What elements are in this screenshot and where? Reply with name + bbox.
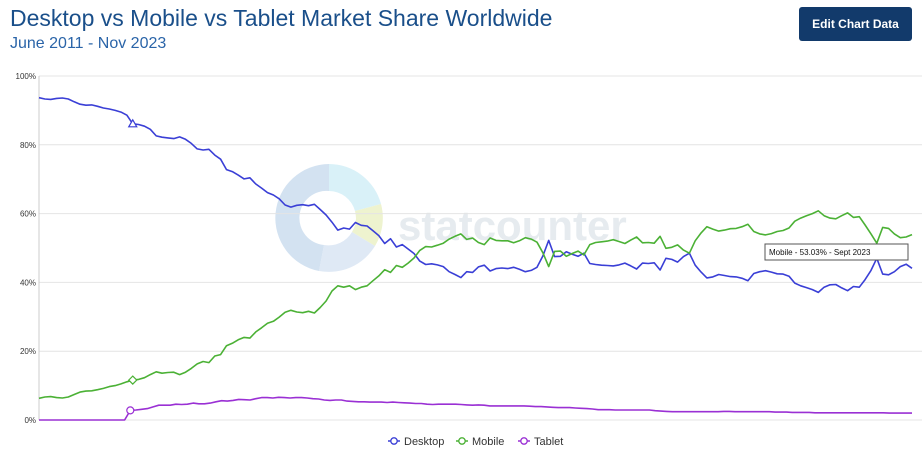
- statcounter-logo-icon: [275, 164, 383, 272]
- y-tick-label: 80%: [20, 141, 36, 150]
- desktop-point-marker: [127, 118, 138, 128]
- watermark-text: statcounter: [398, 202, 627, 249]
- grid-lines: [39, 75, 922, 421]
- legend: Desktop Mobile Tablet: [388, 436, 563, 448]
- mobile-point-marker: [127, 375, 138, 385]
- y-axis: 0% 20% 40% 60% 80% 100%: [16, 72, 36, 425]
- edit-chart-data-button[interactable]: Edit Chart Data: [799, 7, 912, 41]
- legend-marker-icon: [458, 437, 466, 445]
- legend-label: Desktop: [404, 436, 444, 448]
- page-subtitle: June 2011 - Nov 2023: [10, 35, 167, 52]
- tooltip-text: Mobile - 53.03% - Sept 2023: [769, 248, 871, 257]
- legend-label: Mobile: [472, 436, 504, 448]
- legend-marker-icon: [390, 437, 398, 445]
- y-tick-label: 100%: [16, 72, 36, 81]
- series-line-mobile[interactable]: [38, 210, 913, 400]
- legend-item-tablet[interactable]: Tablet: [518, 436, 563, 448]
- tablet-point-marker: [126, 406, 135, 415]
- start-markers: [126, 118, 138, 415]
- y-tick-label: 20%: [20, 347, 36, 356]
- series-layer: [38, 96, 913, 421]
- y-tick-label: 60%: [20, 210, 36, 219]
- tooltip: Mobile - 53.03% - Sept 2023: [764, 243, 909, 261]
- series-line-desktop[interactable]: [38, 96, 913, 294]
- tooltip-box: [764, 243, 909, 261]
- y-tick-label: 40%: [20, 278, 36, 287]
- page-title: Desktop vs Mobile vs Tablet Market Share…: [10, 5, 553, 31]
- legend-marker-icon: [520, 437, 528, 445]
- legend-label: Tablet: [534, 436, 563, 448]
- legend-item-desktop[interactable]: Desktop: [388, 436, 444, 448]
- series-line-tablet[interactable]: [39, 396, 912, 421]
- legend-item-mobile[interactable]: Mobile: [456, 436, 504, 448]
- statcounter-watermark: statcounter: [275, 164, 627, 272]
- y-tick-label: 0%: [24, 416, 36, 425]
